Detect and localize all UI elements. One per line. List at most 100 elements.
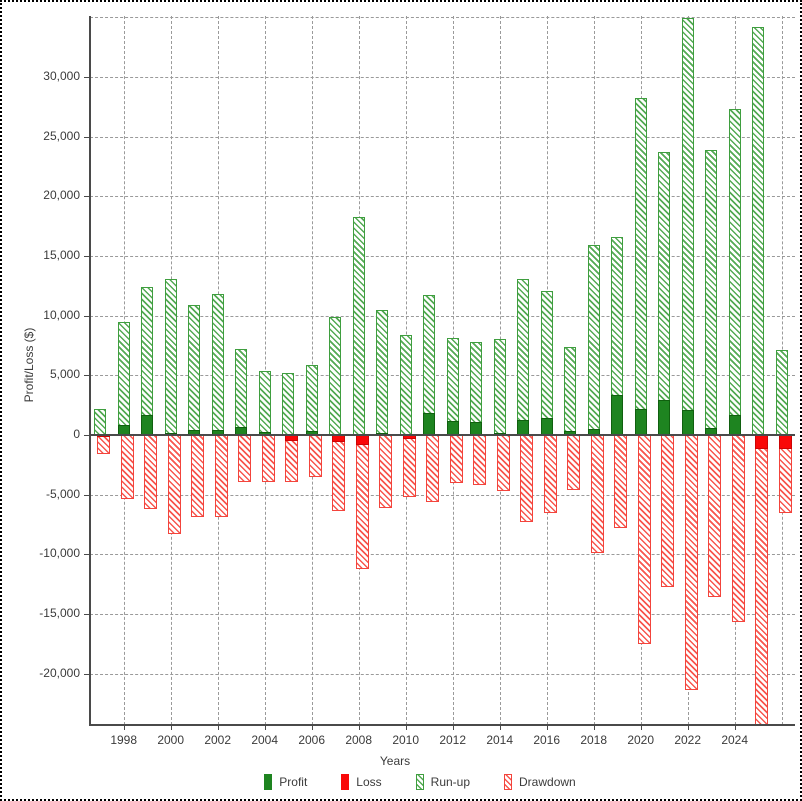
bar-runup-2006 bbox=[305, 364, 318, 435]
legend-label-run-up: Run-up bbox=[430, 775, 471, 789]
x-axis-title: Years bbox=[379, 754, 411, 768]
bar-drawdown-2020 bbox=[637, 434, 651, 644]
bar-profit-2016 bbox=[540, 418, 553, 435]
bar-profit-2023 bbox=[705, 428, 718, 435]
x-tick-label: 2014 bbox=[486, 733, 514, 747]
bar-runup-2009 bbox=[376, 309, 389, 435]
x-tick-label: 1998 bbox=[110, 733, 138, 747]
zero-line bbox=[90, 433, 795, 436]
h-gridline bbox=[90, 375, 795, 377]
bar-drawdown-2011 bbox=[426, 434, 440, 502]
h-gridline bbox=[90, 673, 795, 675]
bar-profit-2015 bbox=[517, 420, 530, 435]
bar-runup-2003 bbox=[235, 349, 248, 435]
y-tick-label: -10,000 bbox=[39, 546, 80, 561]
bar-loss-2025 bbox=[755, 434, 769, 450]
bar-drawdown-2024 bbox=[731, 434, 745, 623]
h-gridline bbox=[90, 255, 795, 257]
bar-runup-2014 bbox=[493, 339, 506, 435]
bar-drawdown-2021 bbox=[661, 434, 675, 587]
bar-profit-2022 bbox=[681, 410, 694, 435]
bar-runup-2007 bbox=[329, 316, 342, 435]
x-tick-mark bbox=[123, 725, 125, 730]
bar-profit-1999 bbox=[141, 415, 154, 435]
y-tick-label: 25,000 bbox=[43, 128, 80, 143]
bar-profit-2021 bbox=[658, 399, 671, 435]
legend-item-drawdown: Drawdown bbox=[504, 774, 576, 790]
bar-drawdown-2013 bbox=[473, 434, 487, 486]
x-tick-mark bbox=[405, 725, 407, 730]
y-tick-label: 30,000 bbox=[43, 68, 80, 83]
x-tick-mark bbox=[593, 725, 595, 730]
bar-profit-2009 bbox=[376, 432, 389, 435]
x-tick-mark bbox=[264, 725, 266, 730]
bar-drawdown-2026 bbox=[778, 434, 792, 513]
x-tick-label: 2010 bbox=[392, 733, 420, 747]
y-tick-mark bbox=[84, 315, 90, 317]
x-tick-mark bbox=[452, 725, 454, 730]
bar-loss-1997 bbox=[97, 434, 111, 438]
x-tick-mark bbox=[217, 725, 219, 730]
y-tick-mark bbox=[84, 613, 90, 615]
bar-runup-2022 bbox=[681, 18, 694, 435]
legend-label-profit: Profit bbox=[279, 775, 308, 789]
x-tick-label: 2016 bbox=[533, 733, 561, 747]
bar-runup-2024 bbox=[728, 109, 741, 435]
bar-drawdown-2015 bbox=[520, 434, 534, 523]
y-tick-label: -5,000 bbox=[45, 486, 80, 501]
bar-drawdown-2003 bbox=[238, 434, 252, 482]
y-tick-label: -20,000 bbox=[39, 665, 80, 680]
h-gridline bbox=[90, 76, 795, 78]
bar-loss-2010 bbox=[402, 434, 416, 439]
bar-drawdown-2007 bbox=[332, 434, 346, 512]
x-tick-mark bbox=[546, 725, 548, 730]
bar-profit-2024 bbox=[728, 415, 741, 435]
bar-runup-2011 bbox=[423, 295, 436, 435]
bar-loss-2026 bbox=[778, 434, 792, 449]
y-tick-mark bbox=[84, 255, 90, 257]
bar-drawdown-2019 bbox=[614, 434, 628, 529]
legend-label-loss: Loss bbox=[356, 775, 382, 789]
x-tick-label: 2000 bbox=[157, 733, 185, 747]
y-tick-mark bbox=[84, 196, 90, 198]
bar-profit-2013 bbox=[470, 422, 483, 435]
legend-label-drawdown: Drawdown bbox=[519, 775, 576, 789]
bar-runup-2019 bbox=[611, 236, 624, 435]
bar-drawdown-2010 bbox=[402, 434, 416, 498]
y-tick-label: 20,000 bbox=[43, 188, 80, 203]
y-tick-mark bbox=[84, 434, 90, 436]
bar-runup-2004 bbox=[258, 370, 271, 435]
bar-drawdown-2005 bbox=[285, 434, 299, 482]
x-tick-label: 2006 bbox=[298, 733, 326, 747]
y-tick-mark bbox=[84, 554, 90, 556]
y-axis-title: Profit/Loss ($) bbox=[22, 327, 36, 403]
bar-runup-1999 bbox=[141, 286, 154, 435]
bar-profit-2011 bbox=[423, 412, 436, 435]
bar-runup-2023 bbox=[705, 149, 718, 435]
bar-drawdown-2022 bbox=[684, 434, 698, 691]
bar-drawdown-2018 bbox=[590, 434, 604, 554]
x-tick-mark bbox=[311, 725, 313, 730]
h-gridline bbox=[90, 196, 795, 198]
x-tick-mark bbox=[499, 725, 501, 730]
bar-runup-2005 bbox=[282, 372, 295, 435]
y-tick-label: -15,000 bbox=[39, 605, 80, 620]
bar-runup-2012 bbox=[446, 338, 459, 435]
h-gridline bbox=[90, 315, 795, 317]
bar-drawdown-2009 bbox=[379, 434, 393, 508]
bar-runup-1997 bbox=[94, 408, 107, 435]
y-tick-label: 0 bbox=[73, 426, 80, 441]
bar-profit-2017 bbox=[564, 431, 577, 435]
bar-profit-2003 bbox=[235, 426, 248, 435]
bar-runup-2021 bbox=[658, 152, 671, 435]
bar-runup-2008 bbox=[352, 216, 365, 435]
bar-profit-2006 bbox=[305, 431, 318, 435]
x-tick-label: 2008 bbox=[345, 733, 373, 747]
bar-drawdown-2000 bbox=[167, 434, 181, 535]
y-tick-label: 5,000 bbox=[49, 367, 80, 382]
bar-drawdown-2002 bbox=[214, 434, 228, 518]
bar-profit-2014 bbox=[493, 432, 506, 435]
bar-profit-2012 bbox=[446, 421, 459, 435]
bar-runup-2015 bbox=[517, 278, 530, 435]
